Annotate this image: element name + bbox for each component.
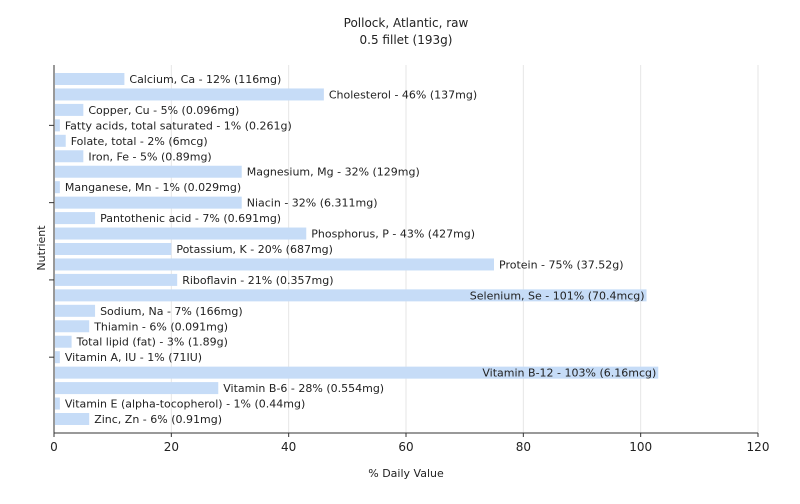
bar-label: Potassium, K - 20% (687mg) — [176, 243, 333, 256]
x-tick-label: 60 — [398, 440, 413, 454]
bar — [55, 134, 66, 147]
x-tick-label: 80 — [516, 440, 531, 454]
x-axis-label: % Daily Value — [368, 467, 444, 480]
bar — [55, 273, 178, 286]
bars — [55, 73, 659, 425]
bar — [55, 413, 90, 425]
x-tick-label: 100 — [629, 440, 652, 454]
chart-title: Pollock, Atlantic, raw — [344, 16, 469, 30]
bar — [55, 351, 60, 364]
bar — [55, 150, 84, 163]
x-tick-label: 20 — [164, 440, 179, 454]
bar — [55, 165, 242, 178]
bar-label: Niacin - 32% (6.311mg) — [247, 197, 378, 210]
bar — [55, 304, 96, 317]
bar-label: Calcium, Ca - 12% (116mg) — [129, 73, 281, 86]
bar — [55, 119, 60, 132]
bar-label: Vitamin B-12 - 103% (6.16mcg) — [482, 367, 656, 380]
bar — [55, 335, 72, 348]
bar — [55, 227, 307, 240]
bar-label: Copper, Cu - 5% (0.096mg) — [88, 104, 239, 117]
bar-label: Pantothenic acid - 7% (0.691mg) — [100, 212, 281, 225]
bar-label: Vitamin B-6 - 28% (0.554mg) — [223, 382, 384, 395]
bar-label: Zinc, Zn - 6% (0.91mg) — [94, 413, 222, 426]
bar-label: Fatty acids, total saturated - 1% (0.261… — [65, 119, 292, 132]
bar — [55, 196, 242, 209]
bar-label: Magnesium, Mg - 32% (129mg) — [247, 166, 420, 179]
axes: 0 20 40 60 80 100 120 — [49, 65, 769, 454]
bar-label: Phosphorus, P - 43% (427mg) — [311, 228, 475, 241]
x-tick-label: 0 — [50, 440, 58, 454]
bar-label: Protein - 75% (37.52g) — [499, 258, 624, 271]
bar-label: Vitamin E (alpha-tocopherol) - 1% (0.44m… — [65, 398, 305, 411]
bar-label: Thiamin - 6% (0.091mg) — [93, 320, 228, 333]
y-axis-label: Nutrient — [35, 225, 48, 271]
bar — [55, 320, 90, 333]
bar-label: Folate, total - 2% (6mcg) — [71, 135, 208, 148]
bar — [55, 181, 60, 194]
bar-label: Cholesterol - 46% (137mg) — [329, 88, 477, 101]
bar-label: Selenium, Se - 101% (70.4mcg) — [470, 289, 645, 302]
bar — [55, 243, 172, 255]
bar — [55, 258, 494, 271]
data-labels: Calcium, Ca - 12% (116mg) Cholesterol - 4… — [65, 73, 656, 426]
bar — [55, 397, 60, 410]
bar — [55, 382, 219, 395]
bar-label: Sodium, Na - 7% (166mg) — [100, 305, 243, 318]
bar — [55, 73, 125, 85]
bar-label: Riboflavin - 21% (0.357mg) — [182, 274, 333, 287]
x-tick-label: 40 — [281, 440, 296, 454]
bar-label: Manganese, Mn - 1% (0.029mg) — [65, 181, 241, 194]
bar — [55, 103, 84, 116]
bar-label: Total lipid (fat) - 3% (1.89g) — [76, 336, 228, 349]
bar — [55, 289, 647, 302]
bar-label: Iron, Fe - 5% (0.89mg) — [88, 150, 211, 163]
bar — [55, 88, 324, 101]
bar — [55, 366, 659, 379]
x-tick-label: 120 — [747, 440, 770, 454]
chart-subtitle: 0.5 fillet (193g) — [360, 33, 453, 47]
bar-label: Vitamin A, IU - 1% (71IU) — [65, 351, 202, 364]
bar — [55, 212, 96, 225]
